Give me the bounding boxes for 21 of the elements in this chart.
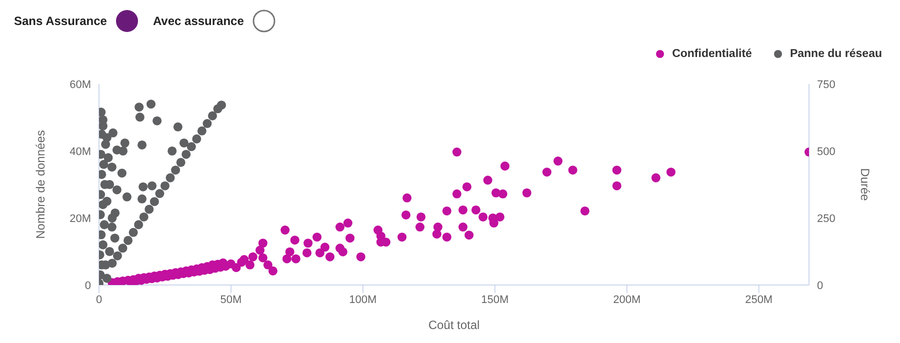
x-tick-label: 100M [349, 294, 377, 306]
y2-tick-label: 750 [817, 78, 836, 91]
x-tick-label: 0 [96, 294, 102, 306]
y-axis-title: Nombre de données [33, 130, 48, 239]
y-tick-label: 0 [84, 280, 91, 292]
y-tick-label: 40M [70, 146, 91, 158]
text: Sans Assurance [14, 14, 107, 28]
legend-label: Panne du réseau [790, 48, 882, 60]
text: Avec assurance [152, 14, 244, 28]
y-tick-label: 60M [70, 78, 91, 91]
y2-tick-label: 0 [817, 280, 824, 292]
y2-tick-label: 250 [817, 212, 836, 225]
x-tick-label: 150M [481, 294, 509, 306]
x-tick-label: 200M [613, 294, 641, 306]
y-tick-label: 20M [70, 212, 91, 225]
y2-tick-label: 500 [817, 146, 836, 158]
x-tick-label: 50M [220, 294, 242, 306]
x-axis-title: Coût total [428, 318, 480, 332]
x-tick-label: 250M [745, 294, 773, 306]
y2-axis-title: Durée [858, 168, 872, 202]
legend-label: Confidentialité [672, 48, 752, 60]
